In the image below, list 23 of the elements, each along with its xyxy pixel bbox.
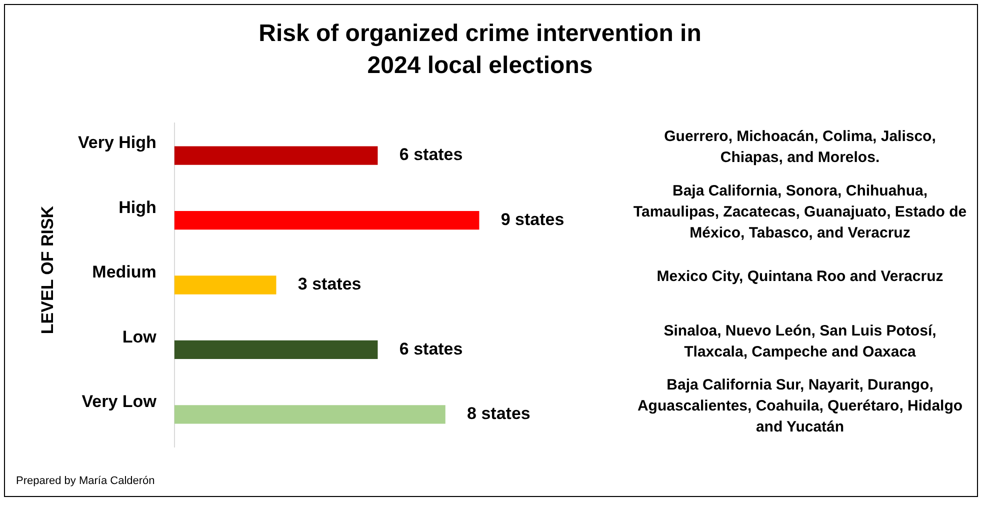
data-label: 8 states bbox=[467, 404, 530, 424]
text: Baja California, Sonora, Chihuahua, Tamaulipas, Zacatecas, Guanajuato, Estado de México, Tabasco, and Veracruz bbox=[633, 182, 967, 242]
bar bbox=[174, 210, 480, 230]
y-tick-label: High bbox=[118, 198, 156, 217]
text: Guerrero, Michoacán, Colima, Jalisco, Chiapas, and Morelos. bbox=[664, 128, 936, 166]
data-label: 3 states bbox=[298, 274, 362, 294]
y-tick-label: Low bbox=[122, 327, 158, 346]
data-label: 6 states bbox=[399, 339, 463, 358]
text: Mexico City, Quintana Roo and Veracruz bbox=[656, 268, 944, 286]
text: Prepared by María Calderón bbox=[16, 474, 155, 488]
data-label: 9 states bbox=[500, 210, 564, 229]
text: Baja California Sur, Nayarit, Durango, Aguascalientes, Coahuila, Querétaro, Hidalgo and Yucatán bbox=[637, 376, 963, 436]
y-tick-label: Medium bbox=[92, 262, 156, 282]
bar bbox=[174, 276, 276, 294]
y-tick-label: Very High bbox=[78, 133, 156, 152]
bar bbox=[174, 146, 378, 165]
y-axis-title: LEVEL OF RISK bbox=[38, 204, 58, 336]
text: Sinaloa, Nuevo León, San Luis Potosí, Tlaxcala, Campeche and Oaxaca bbox=[664, 322, 936, 360]
data-label: 6 states bbox=[399, 145, 463, 164]
y-tick-label: Very Low bbox=[82, 392, 158, 412]
chart-title: Risk of organized crime intervention in 2024 local elections bbox=[258, 19, 702, 81]
bar bbox=[174, 405, 446, 424]
bar bbox=[174, 340, 378, 360]
